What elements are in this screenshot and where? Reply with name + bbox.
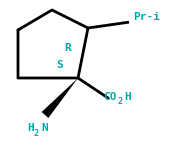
Text: H: H	[27, 123, 34, 133]
Text: 2: 2	[34, 128, 39, 138]
Text: 2: 2	[118, 97, 123, 106]
Text: S: S	[57, 60, 63, 70]
Polygon shape	[42, 78, 78, 118]
Text: R: R	[65, 43, 71, 53]
Text: N: N	[41, 123, 48, 133]
Text: Pr-i: Pr-i	[133, 12, 160, 22]
Text: H: H	[124, 92, 131, 102]
Text: CO: CO	[103, 92, 116, 102]
